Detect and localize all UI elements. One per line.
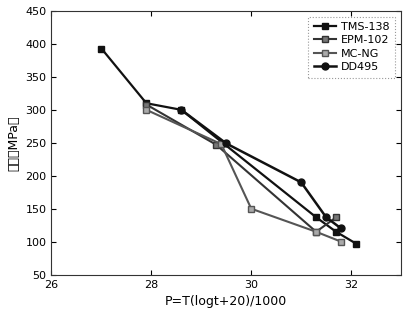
TMS-138 bbox=[99, 47, 104, 50]
EPM-102 bbox=[334, 215, 339, 219]
DD495 bbox=[339, 226, 344, 230]
Line: TMS-138: TMS-138 bbox=[98, 45, 359, 247]
TMS-138 bbox=[179, 108, 184, 112]
Line: MC-NG: MC-NG bbox=[143, 106, 345, 245]
DD495 bbox=[179, 108, 184, 112]
X-axis label: P=T(logt+20)/1000: P=T(logt+20)/1000 bbox=[165, 295, 287, 308]
DD495 bbox=[324, 215, 328, 219]
MC-NG bbox=[339, 240, 344, 243]
TMS-138 bbox=[144, 101, 149, 105]
TMS-138 bbox=[334, 230, 339, 234]
EPM-102 bbox=[144, 103, 149, 106]
MC-NG bbox=[219, 142, 224, 146]
TMS-138 bbox=[354, 242, 359, 246]
MC-NG bbox=[249, 207, 254, 211]
Legend: TMS-138, EPM-102, MC-NG, DD495: TMS-138, EPM-102, MC-NG, DD495 bbox=[308, 16, 395, 77]
EPM-102 bbox=[314, 230, 319, 234]
MC-NG bbox=[144, 108, 149, 112]
DD495 bbox=[299, 180, 304, 184]
Y-axis label: 应力（MPa）: 应力（MPa） bbox=[7, 115, 20, 170]
Line: EPM-102: EPM-102 bbox=[143, 101, 339, 235]
EPM-102 bbox=[214, 143, 219, 147]
TMS-138 bbox=[314, 215, 319, 219]
Line: DD495: DD495 bbox=[178, 106, 345, 232]
DD495 bbox=[224, 141, 229, 145]
MC-NG bbox=[314, 230, 319, 234]
